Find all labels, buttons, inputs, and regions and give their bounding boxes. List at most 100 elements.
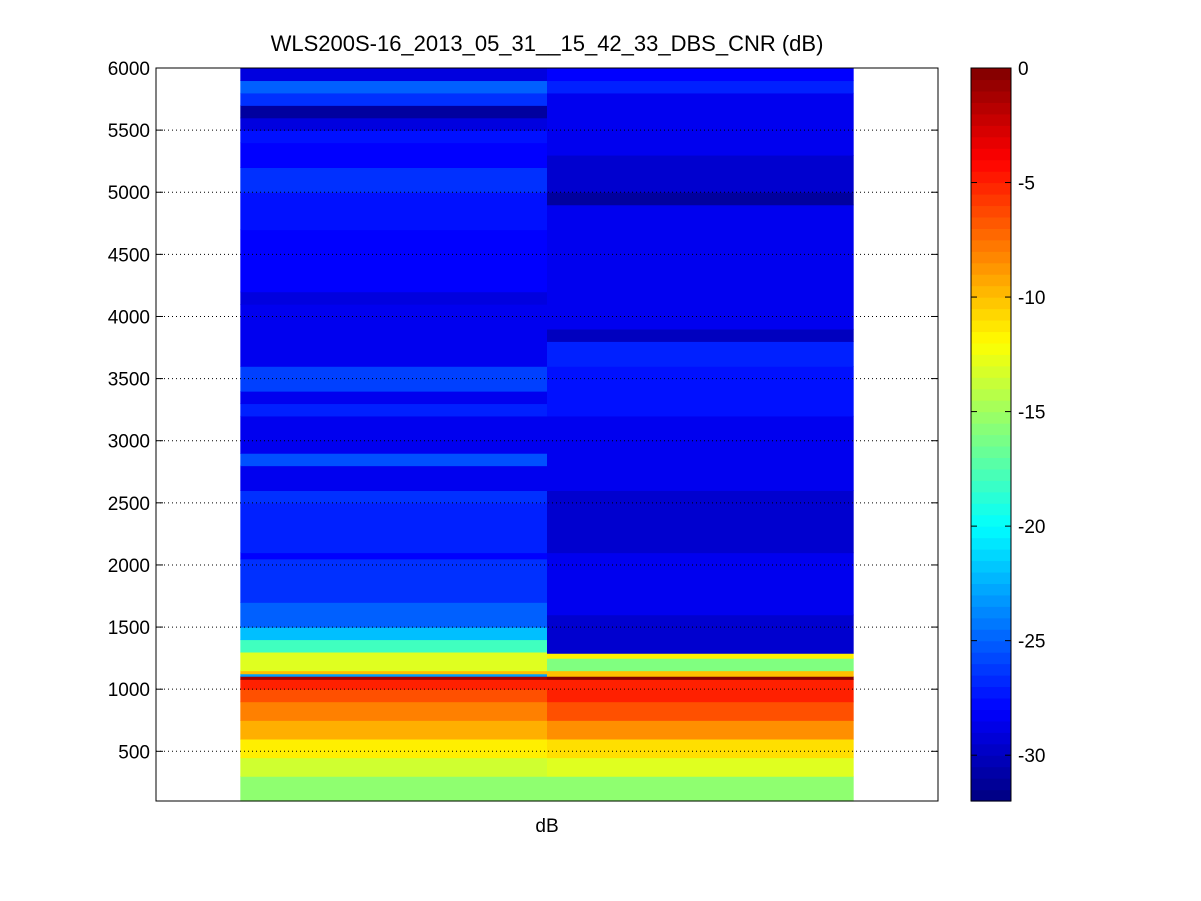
heatmap-cell-col1-band26 (240, 291, 547, 305)
heatmap-cell-col2-band5 (547, 701, 854, 721)
heatmap-cell-col1-band3 (240, 738, 547, 759)
heatmap-cell-col1-band32 (240, 117, 547, 131)
colorbar-segment (971, 205, 1011, 218)
colorbar-frame (970, 67, 1012, 802)
colorbar-segment (971, 686, 1011, 699)
colorbar-segment (971, 640, 1011, 653)
heatmap-cell-col1-band11 (240, 651, 547, 672)
heatmap-cell-col1-band29 (240, 167, 547, 193)
y-tick-label: 4500 (108, 245, 150, 266)
heatmap-cell-col2-band15 (547, 366, 854, 417)
colorbar-segment (971, 571, 1011, 584)
heatmap-cell-col1-band27 (240, 229, 547, 293)
heatmap-cell-col2-band12 (547, 552, 854, 616)
y-tick-label: 5000 (108, 183, 150, 204)
colorbar-segment (971, 594, 1011, 607)
heatmap-cell-col2-band14 (547, 415, 854, 491)
colorbar-segment (971, 766, 1011, 779)
colorbar-segment (971, 434, 1011, 447)
colorbar-segment (971, 743, 1011, 756)
heatmap-cell-col1-band12 (240, 639, 547, 653)
colorbar-segment (971, 285, 1011, 298)
heatmap-cell-col1-band24 (240, 366, 547, 392)
colorbar-segment (971, 159, 1011, 172)
heatmap-cell-col1-band16 (240, 552, 547, 560)
heatmap-cell-col2-band17 (547, 328, 854, 342)
colorbar-tick-label: -20 (1018, 517, 1045, 538)
heatmap-cell-col2-band20 (547, 154, 854, 193)
colorbar-gradient (971, 68, 1011, 802)
colorbar-segment (971, 663, 1011, 676)
heatmap-cell-col2-band22 (547, 80, 854, 94)
heatmap-cell-col1-band21 (240, 415, 547, 454)
colorbar-segment (971, 778, 1011, 791)
heatmap-cell-col1-band1 (240, 776, 547, 802)
colorbar-segment (971, 171, 1011, 184)
heatmap-cell-col1-band35 (240, 80, 547, 94)
heatmap-cell-col2-band19 (547, 192, 854, 206)
colorbar-segment (971, 377, 1011, 390)
chart-title: WLS200S-16_2013_05_31__15_42_33_DBS_CNR … (271, 31, 824, 56)
heatmap-cell-col1-band5 (240, 701, 547, 721)
colorbar-segment (971, 354, 1011, 367)
colorbar-segment (971, 514, 1011, 527)
heatmap-cell-col1-band14 (240, 602, 547, 628)
heatmap-cell-col2-band7 (547, 676, 854, 680)
heatmap-cell-col1-band31 (240, 130, 547, 144)
heatmap-cell-col2-band11 (547, 614, 854, 654)
colorbar-segment (971, 652, 1011, 665)
heatmap-cell-col2-band18 (547, 204, 854, 330)
heatmap-cell-col1-band6 (240, 689, 547, 703)
colorbar-segment (971, 583, 1011, 596)
colorbar-segment (971, 274, 1011, 287)
heatmap-cell-col1-band36 (240, 68, 547, 82)
colorbar-segment (971, 400, 1011, 413)
colorbar-segment (971, 526, 1011, 539)
heatmap-cell-col2-band3 (547, 738, 854, 759)
colorbar-segment (971, 239, 1011, 252)
colorbar-segment (971, 102, 1011, 115)
colorbar-segment (971, 468, 1011, 481)
colorbar-segment (971, 549, 1011, 562)
heatmap-cell-col1-band9 (240, 673, 547, 677)
colorbar-segment (971, 617, 1011, 630)
colorbar-segment (971, 560, 1011, 573)
colorbar-segment (971, 90, 1011, 103)
colorbar-segment (971, 216, 1011, 229)
y-tick-label: 3000 (108, 432, 150, 453)
y-tick-label: 2500 (108, 494, 150, 515)
heatmap-cell-col1-band18 (240, 490, 547, 504)
colorbar-segment (971, 342, 1011, 355)
heatmap-cell-col1-band28 (240, 192, 547, 231)
heatmap-cell-col1-band34 (240, 92, 547, 106)
heatmap-cell-col1-band17 (240, 502, 547, 554)
colorbar-tick-label: -5 (1018, 174, 1035, 195)
colorbar-segment (971, 789, 1011, 802)
y-tick-label: 5500 (108, 121, 150, 142)
colorbar-segment (971, 182, 1011, 195)
colorbar-segment (971, 697, 1011, 710)
colorbar-segment (971, 709, 1011, 722)
y-tick-label: 1000 (108, 680, 150, 701)
colorbar-segment (971, 228, 1011, 241)
colorbar-segment (971, 606, 1011, 619)
plot-area: 500 1000 1500 2000 2500 3000 3500 4000 4500 5000 5… (108, 59, 939, 802)
heatmap-cell-col2-band10 (547, 653, 854, 659)
colorbar-segment (971, 537, 1011, 550)
colorbar-segment (971, 251, 1011, 264)
colorbar-segment (971, 423, 1011, 436)
colorbar-segment (971, 193, 1011, 207)
heatmap-cell-col1-band8 (240, 676, 547, 680)
heatmap-cell-col1-band10 (240, 670, 547, 675)
colorbar-segment (971, 113, 1011, 126)
colorbar-segment (971, 297, 1011, 310)
heatmap-cell-col2-band2 (547, 757, 854, 777)
heatmap-cell-col1-band13 (240, 627, 547, 641)
heatmap-cell-col2-band1 (547, 776, 854, 802)
colorbar-segment (971, 68, 1011, 81)
heatmap-cells (240, 68, 854, 802)
plot-frame (155, 67, 939, 802)
heatmap-cell-col2-band4 (547, 720, 854, 740)
y-tick-label: 4000 (108, 307, 150, 328)
